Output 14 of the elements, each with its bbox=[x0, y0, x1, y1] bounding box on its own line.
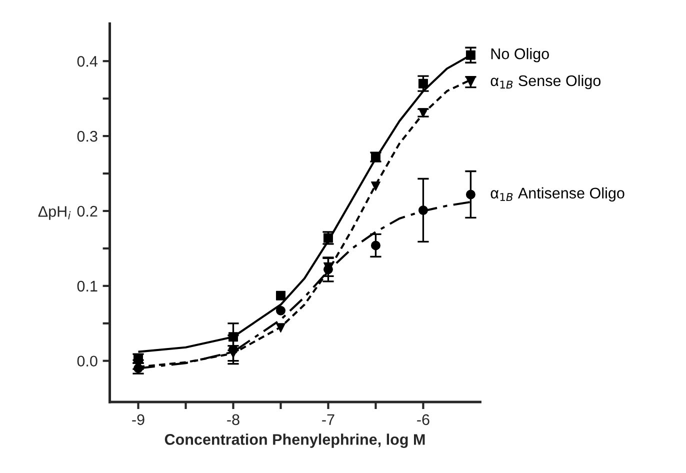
x-tick-label: -7 bbox=[322, 414, 334, 425]
y-tick-label: 0.4 bbox=[77, 56, 98, 67]
x-axis-title: Concentration Phenylephrine, log M bbox=[164, 434, 425, 448]
y-tick-label: 0.1 bbox=[77, 280, 98, 292]
y-tick-label: 0.3 bbox=[77, 130, 98, 142]
x-tick-label: -8 bbox=[227, 414, 240, 426]
y-axis-title: ΔpH$_{i}$ bbox=[38, 206, 71, 220]
text: 0.0 bbox=[77, 356, 98, 367]
series-label: No Oligo bbox=[491, 48, 549, 62]
x-tick-label: -6 bbox=[417, 414, 430, 426]
series-label: α$_{1B}$ Antisense Oligo bbox=[490, 187, 624, 202]
series-label: α$_{1B}$ Sense Oligo bbox=[490, 74, 601, 90]
y-tick-label: 0.2 bbox=[77, 206, 98, 217]
x-tick-label: -9 bbox=[132, 414, 144, 426]
